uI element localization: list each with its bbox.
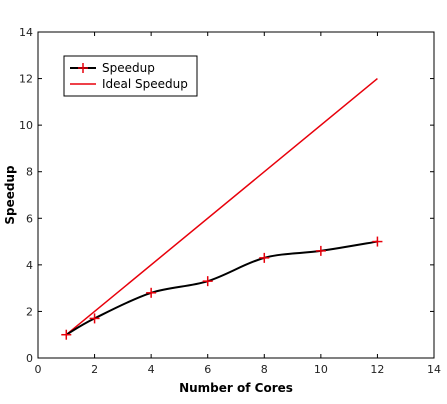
legend: Speedup Ideal Speedup — [63, 55, 198, 97]
legend-box — [63, 55, 198, 97]
x-tick-label: 14 — [427, 363, 441, 376]
y-tick-label: 14 — [19, 26, 33, 39]
y-tick-label: 10 — [19, 119, 33, 132]
data-point-marker — [146, 287, 157, 298]
y-tick-label: 4 — [26, 259, 33, 272]
data-point-marker — [202, 276, 213, 287]
data-point-marker — [315, 245, 326, 256]
y-tick-label: 8 — [26, 166, 33, 179]
y-tick-label: 0 — [26, 352, 33, 365]
y-tick-label: 12 — [19, 73, 33, 86]
series-layer — [61, 77, 383, 340]
x-tick-label: 12 — [370, 363, 384, 376]
x-axis-title: Number of Cores — [179, 381, 293, 395]
x-tick-label: 10 — [314, 363, 328, 376]
y-tick-label: 2 — [26, 305, 33, 318]
y-axis-title: Speedup — [3, 165, 17, 225]
data-point-marker — [89, 313, 100, 324]
legend-label: Ideal Speedup — [102, 77, 188, 91]
x-tick-label: 0 — [35, 363, 42, 376]
series-line-1 — [65, 77, 378, 336]
x-tick-label: 4 — [148, 363, 155, 376]
x-tick-label: 6 — [204, 363, 211, 376]
data-point-marker — [259, 252, 270, 263]
data-point-marker — [61, 329, 72, 340]
x-tick-label: 8 — [261, 363, 268, 376]
data-point-marker — [372, 236, 383, 247]
legend-label: Speedup — [102, 61, 155, 75]
x-tick-label: 2 — [91, 363, 98, 376]
y-tick-label: 6 — [26, 212, 33, 225]
axis-ticks: 0 2 4 6 8 10 12 14 0 2 4 6 8 10 12 14 — [19, 26, 441, 376]
